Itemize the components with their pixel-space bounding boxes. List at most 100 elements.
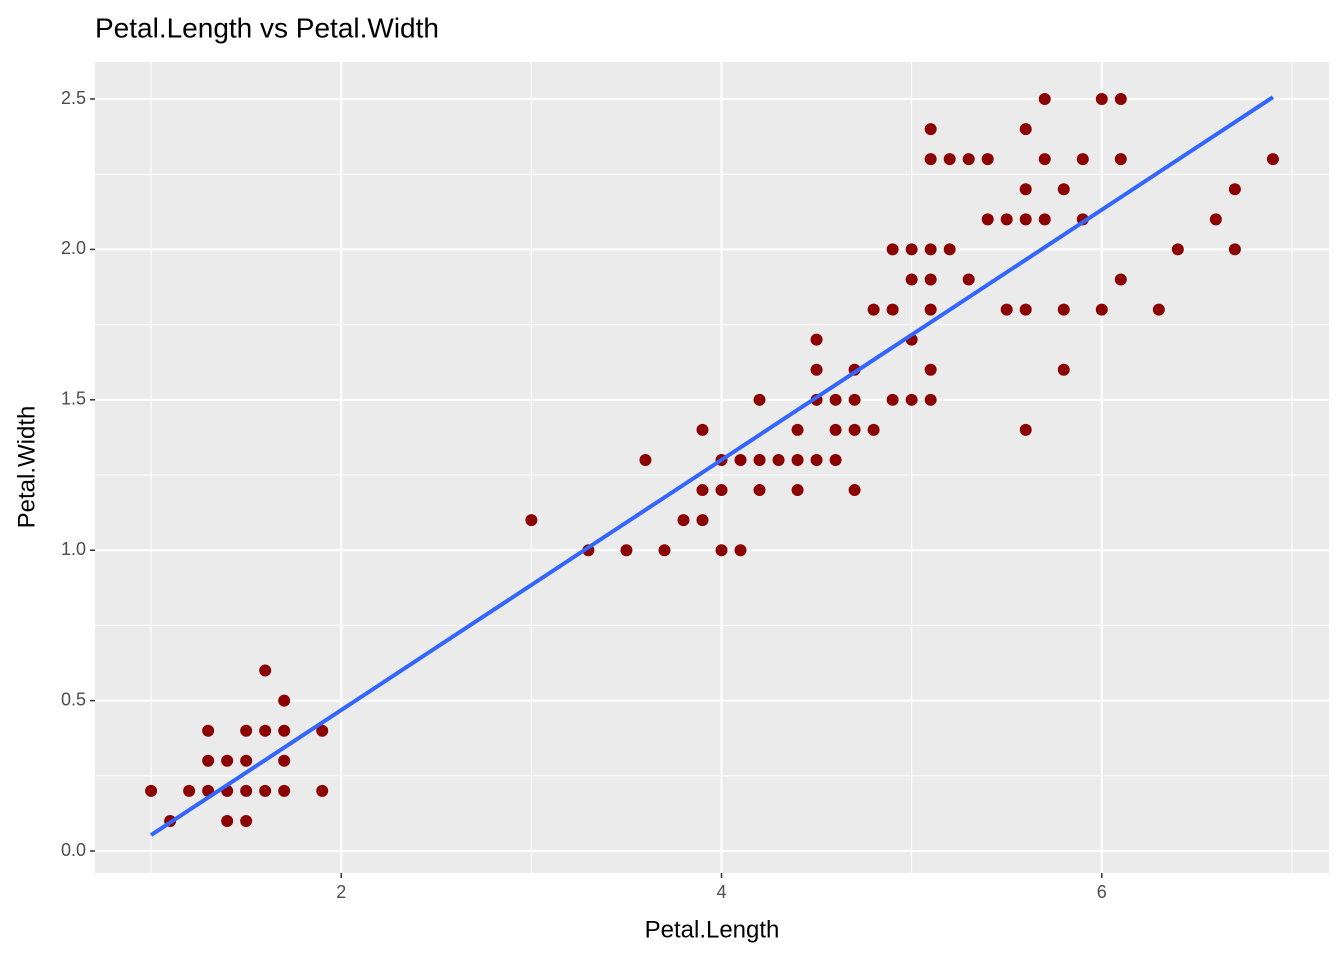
data-point (924, 393, 937, 406)
data-point (1266, 153, 1279, 166)
data-point (1000, 213, 1013, 226)
data-point (715, 544, 728, 557)
data-point (886, 393, 899, 406)
data-point (791, 423, 804, 436)
data-point (1076, 153, 1089, 166)
trend-line (149, 95, 1275, 837)
data-point (316, 724, 329, 737)
data-point (240, 754, 253, 767)
data-point (1019, 213, 1032, 226)
data-point (240, 814, 253, 827)
data-point (981, 153, 994, 166)
data-point (943, 243, 956, 256)
data-point (696, 514, 709, 527)
data-point (791, 484, 804, 497)
data-point (1019, 423, 1032, 436)
data-point (1228, 243, 1241, 256)
x-tick-label: 6 (1097, 882, 1107, 902)
data-point (867, 303, 880, 316)
y-tick-label: 0.0 (61, 840, 86, 860)
data-point (240, 784, 253, 797)
data-point (620, 544, 633, 557)
data-point (810, 333, 823, 346)
data-point (1095, 303, 1108, 316)
data-point (810, 453, 823, 466)
data-point (1095, 93, 1108, 106)
data-point (734, 453, 747, 466)
data-point (924, 363, 937, 376)
data-point (202, 724, 215, 737)
data-point (259, 724, 272, 737)
data-point (962, 153, 975, 166)
data-point (278, 784, 291, 797)
data-point (278, 694, 291, 707)
data-point (734, 544, 747, 557)
x-axis-title: Petal.Length (645, 916, 780, 943)
data-point (1057, 303, 1070, 316)
data-point (696, 484, 709, 497)
data-point (1019, 303, 1032, 316)
y-tick-label: 2.5 (61, 88, 86, 108)
data-point (924, 273, 937, 286)
data-point (829, 423, 842, 436)
data-point (753, 484, 766, 497)
data-point (1019, 183, 1032, 196)
data-point (886, 303, 899, 316)
data-point (259, 664, 272, 677)
data-point (810, 363, 823, 376)
y-tick-label: 1.5 (61, 389, 86, 409)
data-point (145, 784, 158, 797)
data-point (677, 514, 690, 527)
data-point (1019, 123, 1032, 136)
data-point (924, 153, 937, 166)
data-point (1038, 93, 1051, 106)
data-point (316, 784, 329, 797)
data-point (791, 453, 804, 466)
data-point (278, 754, 291, 767)
data-point (753, 393, 766, 406)
data-point (658, 544, 671, 557)
data-point (905, 243, 918, 256)
data-point (962, 273, 975, 286)
data-point (696, 423, 709, 436)
data-point (924, 303, 937, 316)
data-point (240, 724, 253, 737)
data-point (943, 153, 956, 166)
data-point (905, 273, 918, 286)
data-point (221, 814, 234, 827)
data-point (924, 123, 937, 136)
y-tick-label: 2.0 (61, 238, 86, 258)
data-point (1000, 303, 1013, 316)
data-point (715, 484, 728, 497)
data-point (1038, 153, 1051, 166)
data-point (1114, 93, 1127, 106)
data-point (1114, 153, 1127, 166)
data-point (924, 243, 937, 256)
data-point (848, 393, 861, 406)
data-point (905, 393, 918, 406)
x-tick-label: 2 (336, 882, 346, 902)
data-point (1228, 183, 1241, 196)
data-point (867, 423, 880, 436)
data-point (1057, 363, 1070, 376)
data-point (259, 784, 272, 797)
data-point (1057, 183, 1070, 196)
y-tick-label: 1.0 (61, 539, 86, 559)
data-point (848, 423, 861, 436)
chart-title: Petal.Length vs Petal.Width (95, 12, 439, 43)
data-point (1171, 243, 1184, 256)
y-tick-label: 0.5 (61, 689, 86, 709)
data-point (1152, 303, 1165, 316)
data-point (183, 784, 196, 797)
data-point (829, 453, 842, 466)
data-point (848, 484, 861, 497)
data-point (525, 514, 538, 527)
data-point (202, 754, 215, 767)
x-tick-label: 4 (716, 882, 726, 902)
y-axis-title: Petal.Width (13, 406, 40, 529)
data-point (1209, 213, 1222, 226)
data-point (278, 724, 291, 737)
data-point (886, 243, 899, 256)
data-point (221, 754, 234, 767)
